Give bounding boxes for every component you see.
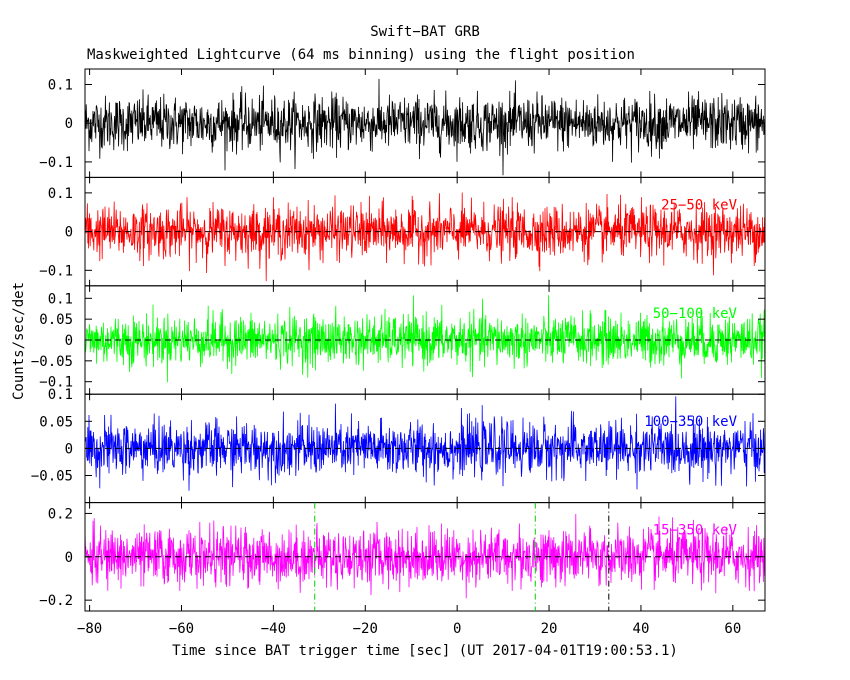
x-tick-label: −20	[353, 621, 378, 637]
y-axis-label: Counts/sec/det	[11, 282, 27, 400]
panel-5: 0.2 0 −0.2 15−350 keV	[39, 502, 766, 612]
series-line-panel-1	[85, 78, 765, 176]
series-label-panel-2: 25−50 keV	[661, 197, 737, 213]
y-tick-label: 0	[65, 116, 73, 132]
y-tick-label: 0	[65, 333, 73, 349]
series-label-panel-4: 100−350 keV	[644, 414, 737, 430]
y-tick-label: −0.1	[39, 155, 73, 171]
chart-title: Swift−BAT GRB	[370, 24, 480, 40]
x-tick-label: −60	[169, 621, 194, 637]
x-tick-label: −80	[77, 621, 102, 637]
y-tick-label: −0.1	[39, 375, 73, 391]
panels-group: 0.10−0.10.10−0.125−50 keV0.10.050−0.05−0…	[31, 68, 766, 637]
x-axis-label: Time since BAT trigger time [sec] (UT 20…	[172, 643, 678, 659]
y-tick-label: −0.05	[31, 469, 73, 485]
y-tick-label: 0	[65, 441, 73, 457]
series-label-panel-3: 50−100 keV	[653, 306, 738, 322]
y-tick-label: 0.1	[48, 186, 73, 202]
x-tick-label: 0	[453, 621, 461, 637]
x-tick-label: 60	[724, 621, 741, 637]
y-tick-label: 0.1	[48, 291, 73, 307]
x-tick-label: 40	[633, 621, 650, 637]
y-tick-label: 0.05	[39, 414, 73, 430]
series-label-panel-5: 15−350 keV	[653, 523, 738, 539]
y-tick-label: −0.2	[39, 593, 73, 609]
y-tick-label: 0.1	[48, 77, 73, 93]
panel-1: 0.1 0 −0.1	[39, 68, 766, 178]
y-tick-label: 0.2	[48, 506, 73, 522]
chart-subtitle: Maskweighted Lightcurve (64 ms binning) …	[87, 47, 635, 63]
y-tick-label: 0.05	[39, 312, 73, 328]
y-tick-label: 0	[65, 225, 73, 241]
panel-2: 0.1 0 −0.1 25−50 keV	[39, 176, 766, 287]
panel-4: 0.1 0.05 0 −0.05 100−350 keV	[31, 387, 766, 504]
y-tick-label: −0.05	[31, 354, 73, 370]
x-tick-label: −40	[261, 621, 286, 637]
series-line-panel-5	[85, 514, 765, 599]
y-tick-label: 0.1	[48, 387, 73, 403]
x-tick-label: 20	[541, 621, 558, 637]
series-line-panel-4	[85, 396, 765, 491]
panel-3: 0.1 0.05 0 −0.05 −0.1 50−100 keV	[31, 285, 766, 395]
y-tick-label: −0.1	[39, 263, 73, 279]
series-line-panel-3	[85, 295, 765, 383]
y-tick-label: 0	[65, 550, 73, 566]
